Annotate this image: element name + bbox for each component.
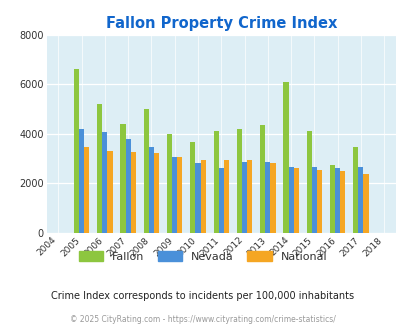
Bar [293, 168, 298, 233]
Legend: Fallon, Nevada, National: Fallon, Nevada, National [74, 247, 331, 267]
Bar [316, 170, 321, 233]
Bar [223, 160, 228, 233]
Bar [177, 157, 182, 233]
Bar [270, 163, 275, 233]
Bar [166, 134, 172, 233]
Bar [102, 132, 107, 233]
Bar [288, 167, 293, 233]
Bar [283, 82, 288, 233]
Bar [125, 139, 130, 233]
Bar [74, 69, 79, 233]
Bar [149, 147, 153, 233]
Bar [339, 171, 345, 233]
Bar [79, 129, 84, 233]
Bar [97, 104, 102, 233]
Title: Fallon Property Crime Index: Fallon Property Crime Index [105, 16, 336, 31]
Bar [153, 153, 159, 233]
Bar [264, 162, 270, 233]
Bar [241, 162, 247, 233]
Bar [329, 165, 334, 233]
Bar [362, 175, 368, 233]
Bar [352, 147, 358, 233]
Bar [200, 160, 205, 233]
Bar [213, 131, 218, 233]
Bar [358, 167, 362, 233]
Bar [130, 152, 136, 233]
Bar [260, 125, 264, 233]
Text: © 2025 CityRating.com - https://www.cityrating.com/crime-statistics/: © 2025 CityRating.com - https://www.city… [70, 315, 335, 324]
Bar [334, 168, 339, 233]
Text: Crime Index corresponds to incidents per 100,000 inhabitants: Crime Index corresponds to incidents per… [51, 291, 354, 301]
Bar [247, 160, 252, 233]
Bar [120, 124, 125, 233]
Bar [311, 167, 316, 233]
Bar [107, 151, 112, 233]
Bar [190, 142, 195, 233]
Bar [195, 163, 200, 233]
Bar [172, 157, 177, 233]
Bar [84, 147, 89, 233]
Bar [143, 109, 149, 233]
Bar [306, 131, 311, 233]
Bar [236, 129, 241, 233]
Bar [218, 168, 223, 233]
